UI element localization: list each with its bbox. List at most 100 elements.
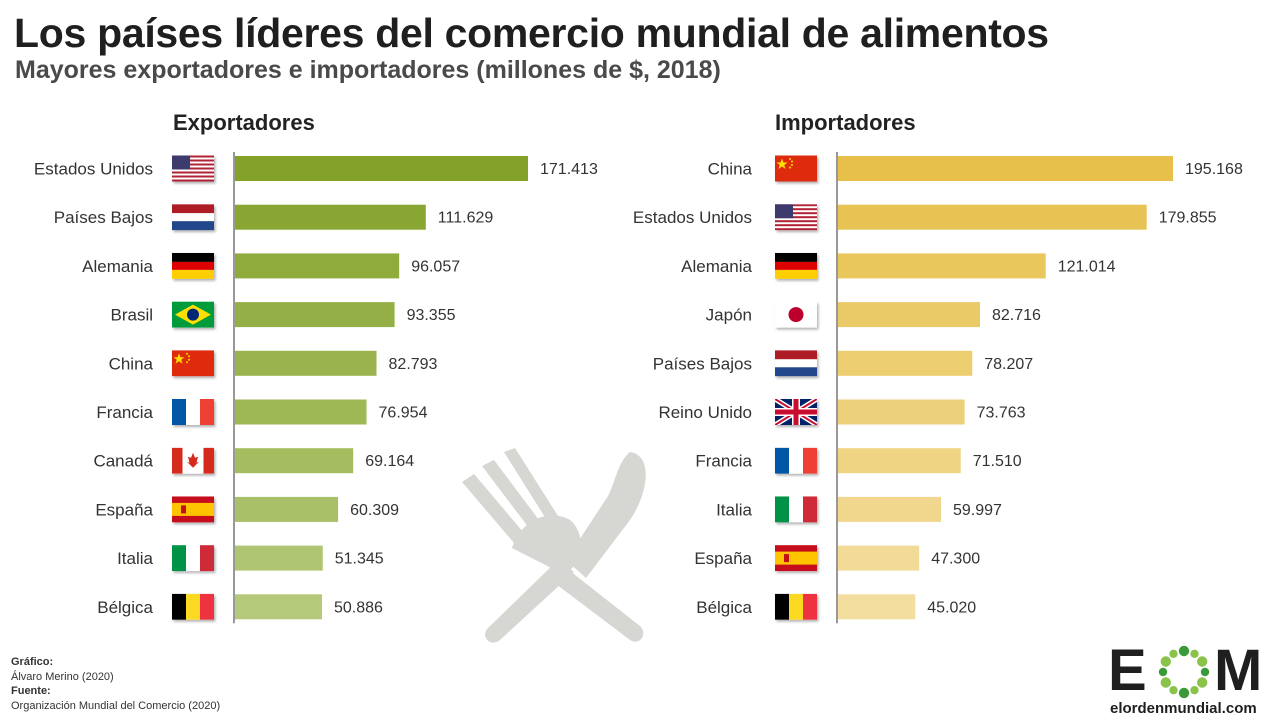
exp-value-label-es: 60.309 xyxy=(350,502,399,519)
imp-country-label-be: Bélgica xyxy=(696,598,752,617)
flag-gb-icon xyxy=(775,399,817,425)
imp-value-label-es: 47.300 xyxy=(931,551,980,568)
imp-country-label-jp: Japón xyxy=(706,306,752,325)
flag-us-icon xyxy=(775,204,817,231)
exp-bar-ca xyxy=(235,448,354,474)
logo-ring-dot xyxy=(1200,667,1210,677)
exp-value-label-br: 93.355 xyxy=(407,307,456,324)
chart-subtitle: Mayores exportadores e importadores (mil… xyxy=(15,56,721,84)
flag-fr-icon xyxy=(775,447,817,474)
exporters-panel-title: Exportadores xyxy=(173,110,315,135)
imp-value-label-be: 45.020 xyxy=(927,599,976,616)
exp-bar-it xyxy=(235,545,323,571)
logo-ring-dot xyxy=(1160,677,1172,688)
imp-country-label-it: Italia xyxy=(716,500,752,519)
credit-source-value: Organización Mundial del Comercio (2020) xyxy=(11,699,221,712)
flag-it-icon xyxy=(775,496,817,523)
credit-graphic-author: Álvaro Merino (2020) xyxy=(11,670,114,683)
flag-br-icon xyxy=(172,301,214,328)
flag-jp-icon xyxy=(775,301,817,328)
logo-ring-dot xyxy=(1169,685,1178,695)
imp-value-label-jp: 82.716 xyxy=(992,307,1041,324)
exp-country-label-cn: China xyxy=(109,354,154,373)
logo-ring-dot xyxy=(1196,656,1208,667)
exp-value-label-us: 171.413 xyxy=(540,161,598,178)
logo-ring-dot xyxy=(1158,667,1168,677)
flag-be-icon xyxy=(172,593,214,620)
exp-country-label-nl: Países Bajos xyxy=(54,208,153,227)
exp-value-label-cn: 82.793 xyxy=(389,356,438,373)
imp-country-label-fr: Francia xyxy=(695,452,752,471)
fork-icon xyxy=(462,448,644,642)
logo-ring-dot xyxy=(1160,656,1172,667)
flag-us-icon xyxy=(172,155,214,182)
exp-value-label-nl: 111.629 xyxy=(438,210,494,227)
logo-ring-dot xyxy=(1190,685,1199,695)
logo-globe-ring-icon xyxy=(1158,645,1210,699)
flag-fr-icon xyxy=(172,399,214,425)
imp-bar-nl xyxy=(838,350,973,376)
exp-country-label-es: España xyxy=(95,500,153,519)
exp-value-label-fr: 76.954 xyxy=(379,405,428,422)
exp-bar-fr xyxy=(235,399,367,425)
credit-graphic-label: Gráfico: xyxy=(11,656,54,668)
flag-cn-icon xyxy=(172,350,214,377)
exp-bar-us xyxy=(235,156,528,181)
exp-country-label-it: Italia xyxy=(117,549,153,568)
importers-panel-title: Importadores xyxy=(775,110,916,135)
imp-bar-be xyxy=(838,594,916,620)
flag-nl-icon xyxy=(775,350,817,377)
logo-url: elordenmundial.com xyxy=(1110,700,1257,717)
exp-bar-br xyxy=(235,302,395,328)
flag-es-icon xyxy=(775,545,817,572)
imp-country-label-gb: Reino Unido xyxy=(658,403,752,422)
imp-country-label-de: Alemania xyxy=(681,257,752,276)
imp-bar-it xyxy=(838,496,941,522)
exp-value-label-be: 50.886 xyxy=(334,599,383,616)
flag-be-icon xyxy=(775,593,817,620)
exp-value-label-ca: 69.164 xyxy=(365,453,414,470)
imp-value-label-us: 179.855 xyxy=(1159,210,1217,227)
exp-value-label-it: 51.345 xyxy=(335,551,384,568)
imp-bar-de xyxy=(838,253,1046,279)
logo-ring-dot xyxy=(1196,677,1208,688)
imp-country-label-es: España xyxy=(694,549,752,568)
flag-es-icon xyxy=(172,496,214,523)
exp-bar-cn xyxy=(235,350,377,376)
credit-source-label: Fuente: xyxy=(11,685,51,697)
exp-country-label-us: Estados Unidos xyxy=(34,160,153,179)
imp-country-label-nl: Países Bajos xyxy=(653,354,752,373)
exp-bar-nl xyxy=(235,204,426,230)
chart-title: Los países líderes del comercio mundial … xyxy=(14,10,1049,56)
exp-bar-de xyxy=(235,253,400,279)
logo-letter-m: M xyxy=(1214,638,1262,703)
imp-bar-es xyxy=(838,545,920,571)
eom-logo: EOM elordenmundial.com xyxy=(1108,640,1272,718)
imp-value-label-gb: 73.763 xyxy=(977,405,1026,422)
exp-bar-be xyxy=(235,594,322,620)
imp-bar-us xyxy=(838,204,1147,230)
flag-de-icon xyxy=(172,252,214,279)
logo-letters: EOM xyxy=(1108,638,1262,703)
flag-it-icon xyxy=(172,545,214,572)
footer-credits: Gráfico: Álvaro Merino (2020) Fuente: Or… xyxy=(11,655,220,713)
imp-value-label-de: 121.014 xyxy=(1058,258,1116,275)
exp-country-label-fr: Francia xyxy=(96,403,153,422)
imp-country-label-us: Estados Unidos xyxy=(633,208,752,227)
imp-bar-gb xyxy=(838,399,965,425)
imp-bar-fr xyxy=(838,448,961,474)
logo-ring-dot xyxy=(1178,687,1190,699)
logo-ring-dot xyxy=(1178,645,1190,657)
flag-ca-icon xyxy=(172,447,214,474)
exp-country-label-ca: Canadá xyxy=(93,452,153,471)
flag-cn-icon xyxy=(775,155,817,182)
imp-value-label-it: 59.997 xyxy=(953,502,1002,519)
imp-value-label-cn: 195.168 xyxy=(1185,161,1243,178)
exp-country-label-br: Brasil xyxy=(110,306,153,325)
flag-nl-icon xyxy=(172,204,214,231)
exp-country-label-de: Alemania xyxy=(82,257,153,276)
exp-country-label-be: Bélgica xyxy=(97,598,153,617)
imp-bar-jp xyxy=(838,302,980,328)
